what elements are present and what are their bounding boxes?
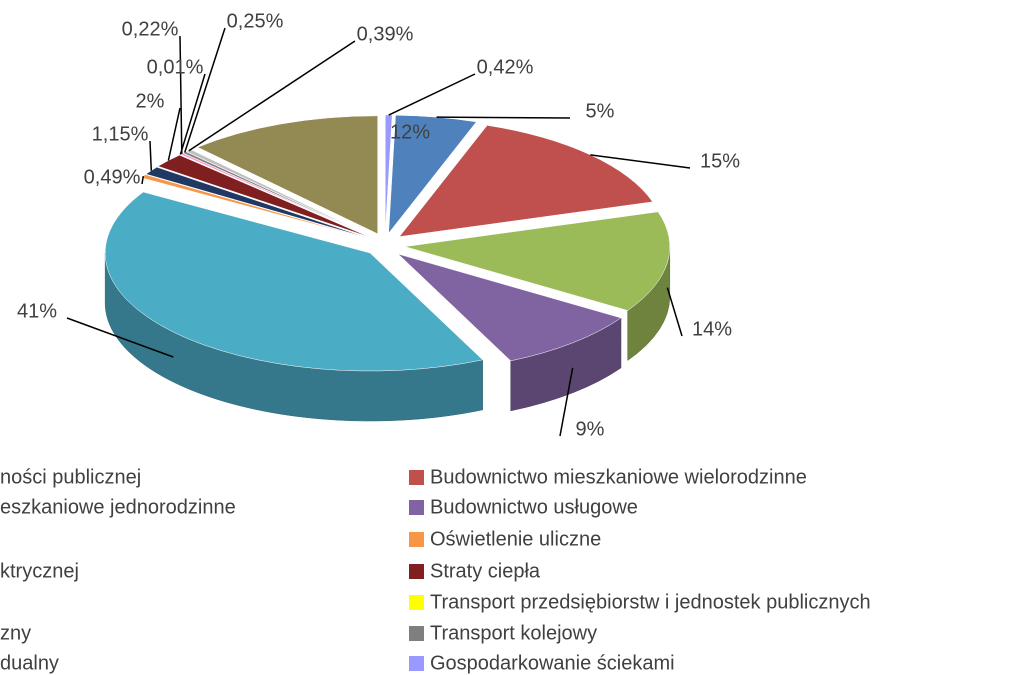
data-label: 0,22% bbox=[122, 18, 179, 40]
pie-tops bbox=[104, 114, 671, 372]
data-label: 14% bbox=[692, 318, 732, 340]
legend-marker bbox=[409, 470, 424, 485]
leader-line bbox=[179, 73, 206, 155]
pie-slice bbox=[140, 174, 369, 239]
legend-label: Transport kolejowy bbox=[430, 622, 597, 644]
pie-slice bbox=[398, 125, 654, 238]
leader-line bbox=[179, 35, 183, 154]
data-label: 0,01% bbox=[147, 56, 204, 78]
legend-label: Transport przedsiębiorstw i jednostek pu… bbox=[430, 591, 871, 613]
legend-label: dualny bbox=[0, 652, 59, 674]
data-label: 2% bbox=[136, 90, 165, 112]
legend-label: ności publicznej bbox=[0, 466, 141, 488]
legend-label: Budownictwo usługowe bbox=[430, 496, 638, 518]
data-label: 9% bbox=[576, 418, 605, 440]
legend-label: zny bbox=[0, 622, 31, 644]
leader-line bbox=[184, 27, 226, 153]
leader-lines bbox=[66, 27, 691, 437]
legend-marker bbox=[409, 532, 424, 547]
data-label: 15% bbox=[700, 150, 740, 172]
leader-line bbox=[436, 116, 571, 119]
pie-slice bbox=[388, 114, 477, 234]
leader-line bbox=[141, 176, 145, 185]
data-label: 1,15% bbox=[92, 123, 149, 145]
legend-marker bbox=[409, 595, 424, 610]
data-label: 12% bbox=[390, 121, 430, 143]
legend-marker bbox=[409, 656, 424, 671]
legend-label: Straty ciepła bbox=[430, 560, 541, 582]
legend-marker bbox=[409, 626, 424, 641]
data-label: 41% bbox=[17, 300, 57, 322]
leader-line bbox=[388, 73, 476, 116]
data-label: 5% bbox=[586, 100, 615, 122]
legend-label: Budownictwo mieszkaniowe wielorodzinne bbox=[430, 466, 807, 488]
pie-slice bbox=[104, 191, 484, 372]
leader-line bbox=[149, 140, 153, 171]
legend-marker bbox=[409, 564, 424, 579]
data-label: 0,49% bbox=[84, 166, 141, 188]
legend-marker bbox=[409, 500, 424, 515]
legend-label: eszkaniowe jednorodzinne bbox=[0, 496, 236, 518]
data-label: 0,25% bbox=[227, 10, 284, 32]
legend-label: Gospodarkowanie ściekami bbox=[430, 652, 675, 674]
pie-slice bbox=[397, 253, 622, 362]
leader-line bbox=[559, 367, 574, 437]
legend-label: ktrycznej bbox=[0, 560, 79, 582]
legend-label: Oświetlenie uliczne bbox=[430, 528, 601, 550]
leader-line bbox=[666, 287, 683, 337]
leader-line bbox=[66, 317, 174, 358]
pie-slice bbox=[404, 211, 671, 311]
pie-slice bbox=[197, 115, 378, 235]
pie-slice bbox=[157, 154, 370, 238]
pie-slice bbox=[385, 114, 393, 234]
leader-line bbox=[167, 107, 181, 161]
leader-line bbox=[590, 154, 691, 169]
leader-line bbox=[188, 40, 356, 152]
data-label: 0,42% bbox=[477, 56, 534, 78]
data-label: 0,39% bbox=[357, 23, 414, 45]
